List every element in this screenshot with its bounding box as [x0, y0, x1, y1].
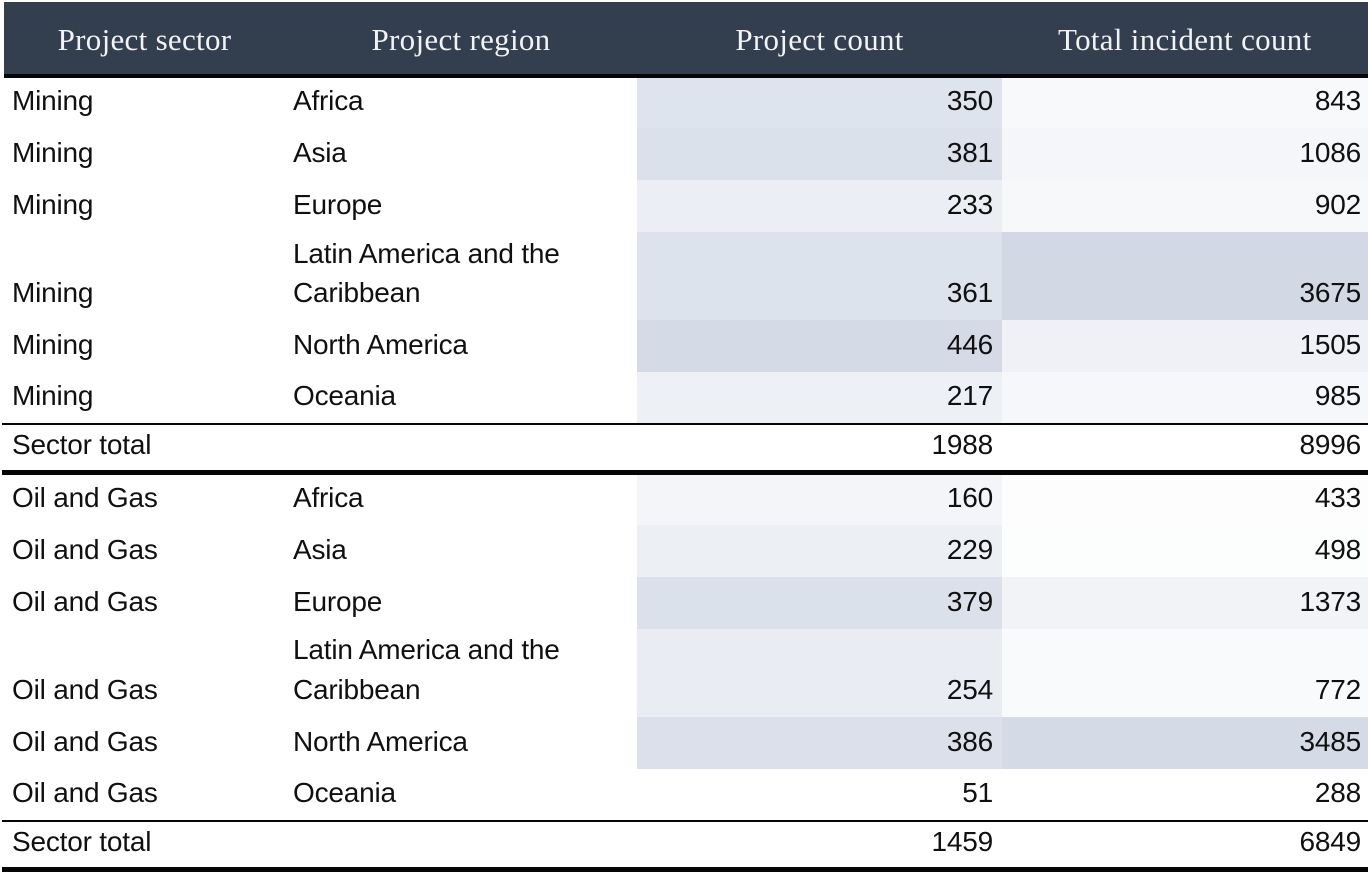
region-cell-empty	[285, 423, 637, 476]
region-cell: Latin America and the Caribbean	[293, 634, 560, 705]
region-cell: Asia	[293, 533, 347, 565]
project-count-total-cell: 1988	[637, 423, 1002, 476]
project-count-cell: 381	[637, 128, 1002, 180]
project-count-cell: 379	[637, 576, 1002, 629]
incident-count-cell: 288	[1002, 768, 1368, 821]
incident-count-cell: 985	[1002, 372, 1368, 424]
sector-cell: Mining	[12, 188, 94, 220]
header-row: Project sector Project region Project co…	[0, 2, 1368, 76]
region-cell: North America	[293, 725, 468, 757]
col-header-project-count: Project count	[637, 2, 1002, 76]
incident-count-cell: 498	[1002, 524, 1368, 577]
incident-count-cell: 1505	[1002, 320, 1368, 372]
col-header-total-incident-count: Total incident count	[1002, 2, 1368, 76]
project-count-total-cell: 1459	[637, 819, 1002, 872]
project-count-cell: 350	[637, 76, 1002, 128]
table-row: Mining Asia 381 1086	[2, 128, 1368, 180]
sector-total-row: Sector total 1459 6849	[2, 819, 1368, 872]
incident-count-cell: 1373	[1002, 576, 1368, 629]
sector-total-row: Sector total 1988 8996	[2, 423, 1368, 476]
table-row: Oil and Gas Africa 160 433	[2, 472, 1368, 525]
region-cell: Europe	[293, 188, 383, 220]
region-cell: Asia	[293, 136, 347, 168]
sector-cell: Oil and Gas	[12, 585, 158, 617]
project-count-cell: 446	[637, 320, 1002, 372]
incident-count-cell: 3675	[1002, 232, 1368, 320]
region-cell: Latin America and the Caribbean	[293, 237, 560, 308]
sector-cell: Oil and Gas	[12, 776, 158, 808]
total-label-cell: Sector total	[2, 423, 285, 476]
sector-cell: Mining	[12, 84, 94, 116]
project-count-cell: 217	[637, 372, 1002, 424]
total-label-cell: Sector total	[2, 819, 285, 872]
incident-count-cell: 1086	[1002, 128, 1368, 180]
region-cell: Europe	[293, 585, 383, 617]
region-cell: North America	[293, 328, 468, 360]
region-cell: Oceania	[293, 379, 396, 411]
sector-cell: Oil and Gas	[12, 533, 158, 565]
sector-cell: Mining	[12, 379, 94, 411]
table-row: Mining Oceania 217 985	[2, 372, 1368, 424]
region-cell: Africa	[293, 84, 364, 116]
project-count-cell: 233	[637, 180, 1002, 232]
incident-count-cell: 772	[1002, 628, 1368, 717]
region-cell-empty	[285, 819, 637, 872]
table-row: Oil and Gas Asia 229 498	[2, 524, 1368, 577]
col-header-project-region: Project region	[285, 2, 637, 76]
table-row: Oil and Gas North America 386 3485	[2, 716, 1368, 769]
sector-cell: Oil and Gas	[12, 725, 158, 757]
col-header-project-sector: Project sector	[0, 2, 285, 76]
sector-cell: Oil and Gas	[12, 673, 158, 705]
region-cell: Oceania	[293, 776, 396, 808]
project-count-cell: 361	[637, 232, 1002, 320]
incident-count-cell: 902	[1002, 180, 1368, 232]
incident-count-cell: 433	[1002, 472, 1368, 525]
incident-count-cell: 843	[1002, 76, 1368, 128]
table-row: Oil and Gas Oceania 51 288	[2, 768, 1368, 821]
project-count-cell: 160	[637, 472, 1002, 525]
table-row: Mining Latin America and the Caribbean 3…	[2, 232, 1368, 320]
table-row: Oil and Gas Europe 379 1373	[2, 576, 1368, 629]
incident-count-cell: 3485	[1002, 716, 1368, 769]
region-cell: Africa	[293, 481, 364, 513]
project-count-cell: 254	[637, 628, 1002, 717]
table-row: Mining Africa 350 843	[2, 76, 1368, 128]
project-count-cell: 229	[637, 524, 1002, 577]
table-row: Mining Europe 233 902	[2, 180, 1368, 232]
sector-cell: Mining	[12, 136, 94, 168]
incident-count-total-cell: 6849	[1002, 819, 1368, 872]
project-count-cell: 386	[637, 716, 1002, 769]
table-row: Oil and Gas Latin America and the Caribb…	[2, 628, 1368, 717]
sector-cell: Mining	[12, 328, 94, 360]
table-row: Mining North America 446 1505	[2, 320, 1368, 372]
sector-cell: Oil and Gas	[12, 481, 158, 513]
project-count-cell: 51	[637, 768, 1002, 821]
incident-count-total-cell: 8996	[1002, 423, 1368, 476]
sector-cell: Mining	[12, 276, 94, 308]
